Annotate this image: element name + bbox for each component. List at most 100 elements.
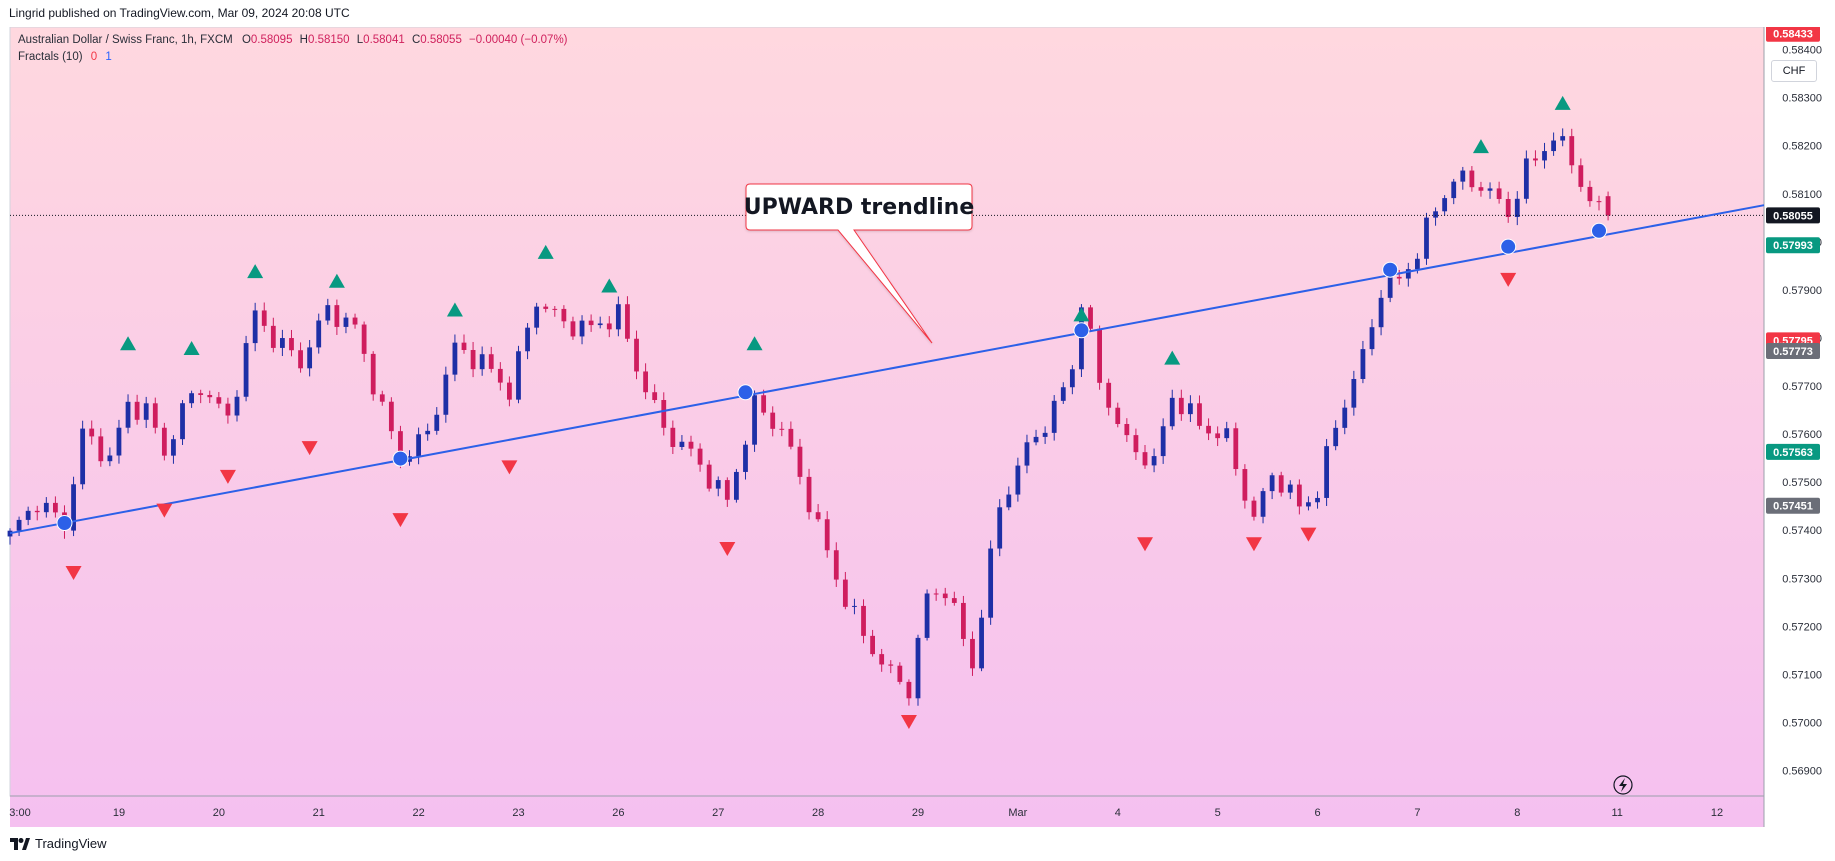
x-tick-label: 4 [1115, 807, 1121, 819]
candle-body [1542, 151, 1547, 161]
candle-body [1351, 378, 1357, 408]
candle-body [1587, 186, 1593, 202]
candle-body [933, 593, 939, 595]
candle-body [71, 484, 76, 531]
fractal-down-icon [1137, 537, 1153, 552]
candle-body [588, 320, 594, 326]
fractal-up-icon [1073, 307, 1090, 322]
y-tick-label: 0.57400 [1782, 525, 1822, 537]
candle-body [1278, 475, 1284, 493]
candle-body [43, 502, 49, 513]
candle-body [815, 512, 821, 520]
candle-body [543, 306, 549, 309]
candle-body [361, 324, 367, 354]
candle-body [16, 519, 22, 531]
candle-body [1206, 425, 1211, 434]
candle-body [261, 310, 267, 326]
low-label: L [356, 34, 364, 46]
candle-body [906, 681, 912, 699]
candle-body [1514, 198, 1520, 217]
candle-body [1106, 382, 1112, 408]
candle-body [870, 635, 875, 655]
candle-body [661, 399, 667, 428]
candle-body [497, 368, 503, 383]
callout-text: UPWARD trendline [744, 195, 975, 220]
indicator-legend[interactable]: Fractals (10) 0 1 [18, 51, 112, 63]
fractal-up-icon [1554, 95, 1571, 110]
candle-body [643, 371, 648, 393]
candle-body [997, 507, 1003, 549]
candle-body [1306, 502, 1311, 507]
price-badge-label: 0.57451 [1773, 501, 1813, 513]
candle-body [606, 323, 612, 330]
trendline-touch-point[interactable] [1382, 261, 1399, 278]
candle-body [1605, 196, 1611, 216]
tradingview-brand-text: TradingView [35, 836, 107, 851]
candle-body [788, 428, 794, 447]
upward-trendline[interactable] [9, 204, 1765, 535]
candle-body [1369, 327, 1375, 350]
candle-body [370, 353, 376, 395]
candle-body [470, 349, 476, 370]
candle-body [89, 428, 95, 437]
trendline-touch-point[interactable] [56, 515, 73, 532]
trendline-touch-point[interactable] [1591, 222, 1607, 239]
candle-body [1224, 428, 1230, 439]
price-badge [1766, 497, 1820, 514]
candle-body [1415, 258, 1420, 270]
candle-body [752, 395, 757, 445]
lightning-icon[interactable] [1613, 775, 1633, 795]
candle-body [452, 342, 458, 375]
candle-body [1151, 456, 1157, 466]
candle-body [615, 304, 621, 330]
candle-body [634, 338, 639, 372]
candle-body [888, 664, 894, 666]
candle-body [1469, 170, 1475, 188]
candle-body [842, 579, 848, 607]
x-tick-label: 19 [113, 807, 125, 819]
price-chart-svg[interactable]: UPWARD trendline 0.58400 0.58300 0.58200 0.… [0, 27, 1835, 827]
tradingview-logo[interactable]: TradingView [10, 836, 107, 851]
candle-body [243, 343, 249, 397]
candle-body [1496, 188, 1502, 200]
symbol-legend[interactable]: Australian Dollar / Swiss Franc, 1h, FXC… [18, 34, 568, 46]
trendline-touch-point[interactable] [392, 450, 409, 467]
candle-body [1088, 307, 1093, 329]
publisher-attribution: Lingrid published on TradingView.com, Ma… [9, 6, 350, 20]
chart-area[interactable]: UPWARD trendline 0.58400 0.58300 0.58200 0.… [0, 27, 1835, 827]
currency-button[interactable]: CHF [1771, 60, 1817, 82]
price-badge-label: 0.58433 [1773, 29, 1813, 41]
candle-body [379, 394, 385, 402]
candle-body [1523, 158, 1529, 199]
candle-body [833, 550, 839, 580]
candle-body [334, 305, 340, 327]
candle-body [1188, 403, 1193, 415]
candle-body [897, 665, 903, 682]
candle-body [715, 480, 721, 489]
fractal-down-icon [65, 566, 82, 581]
price-badge [1766, 207, 1820, 224]
x-tick-label: 23 [512, 807, 524, 819]
candle-body [534, 306, 540, 328]
candle-body [425, 430, 431, 435]
x-tick-label: 29 [912, 807, 924, 819]
price-badge-label: 0.57773 [1773, 346, 1813, 358]
trendline-touch-point[interactable] [737, 384, 754, 401]
time-axis: 3:00 19 20 21 22 23 26 27 28 29 Mar 4 5 6 7 8 11 12 [9, 807, 1723, 819]
trendline-touch-point[interactable] [1500, 238, 1517, 255]
candle-body [1197, 403, 1202, 426]
candle-body [1269, 475, 1275, 492]
callout-bubble[interactable] [745, 183, 973, 344]
trendline-touch-point[interactable] [1073, 322, 1090, 339]
candle-body [761, 395, 767, 413]
candle-body [488, 354, 494, 369]
chart-background [10, 27, 1764, 827]
candle-body [652, 392, 658, 400]
candle-body [988, 548, 994, 618]
candle-body [1178, 397, 1184, 415]
candle-body [525, 327, 530, 352]
fractal-down-icon [1245, 537, 1262, 552]
trendline-group [9, 204, 1765, 535]
fractal-up-icon [120, 336, 137, 351]
candle-body [1578, 165, 1584, 187]
